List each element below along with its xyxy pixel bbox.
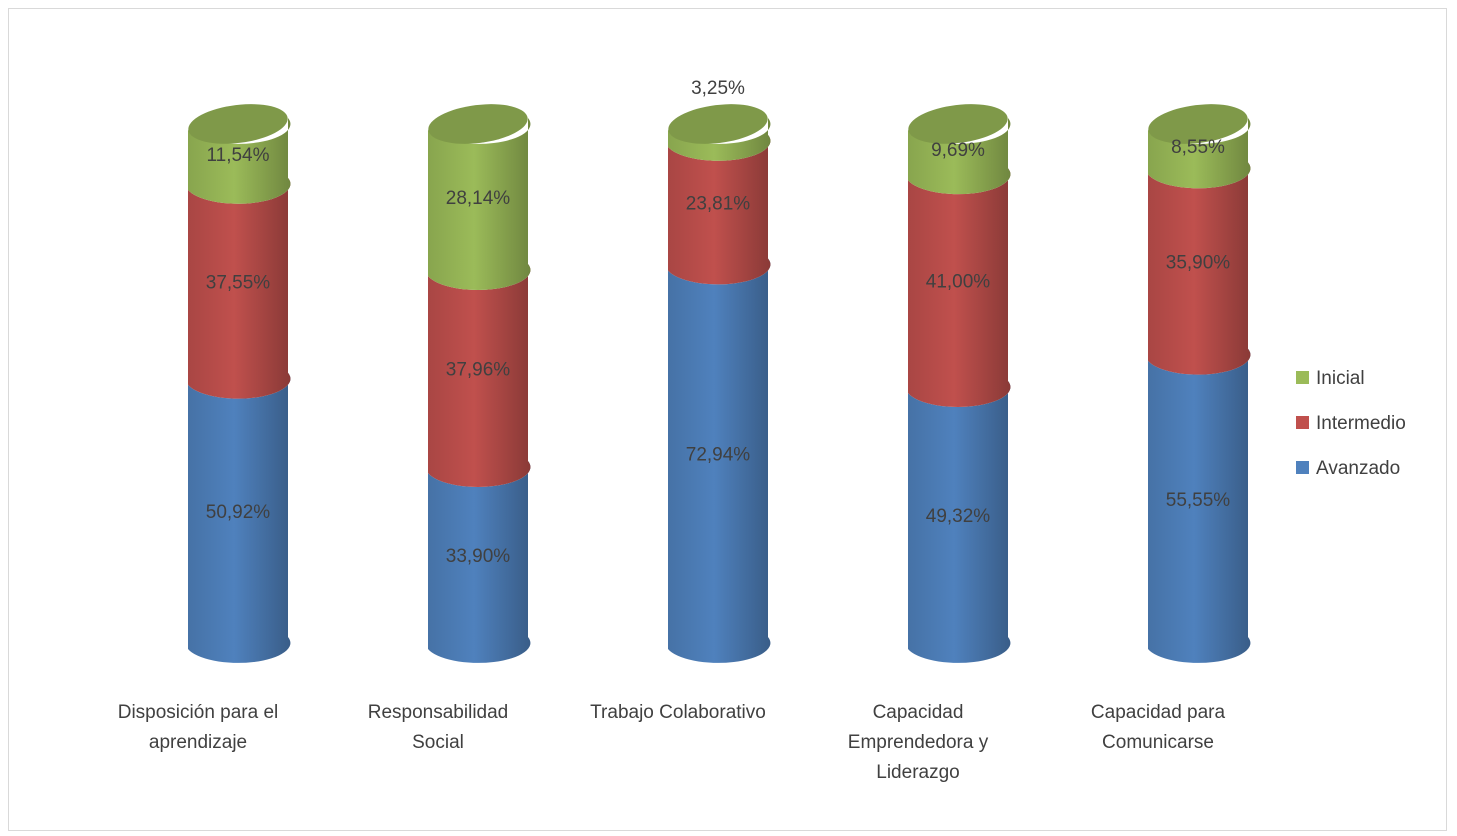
data-labels-layer: 50,92% 37,55% 11,54% 33,90% 37,96% 28,14% 72,9… [206,78,1231,567]
data-label-avanzado-4: 49,32% [926,506,991,527]
category-label-4: Capacidad Emprendedora y Liderazgo [848,702,989,783]
bar-segment-inicial-5 [1148,118,1251,189]
legend-swatch-avanzado [1296,461,1309,474]
bar-segment-inicial-4 [908,117,1011,195]
bar-segment-intermedio-3 [668,134,771,285]
data-label-inicial-1: 11,54% [206,145,269,166]
data-label-intermedio-2: 37,96% [446,360,511,381]
bar-segment-intermedio-2 [428,264,531,487]
data-label-intermedio-1: 37,55% [206,272,271,293]
legend-label-inicial: Inicial [1316,368,1365,389]
bar-top-cap-2 [428,104,528,144]
bar-segment-inicial-2 [428,118,531,290]
bar-segment-intermedio-1 [188,177,291,399]
data-label-inicial-2: 28,14% [446,188,511,209]
data-label-avanzado-5: 55,55% [1166,490,1231,511]
data-label-intermedio-4: 41,00% [926,272,991,293]
bar-segment-avanzado-4 [908,381,1011,663]
bar-top-cap-5 [1148,104,1248,144]
category-label-2: Responsabilidad Social [368,702,509,753]
data-label-avanzado-1: 50,92% [206,502,271,523]
bar-segment-intermedio-5 [1148,162,1251,375]
category-label-3: Trabajo Colaborativo [590,702,766,723]
bar-top-cap-1 [188,104,288,144]
legend: Inicial Intermedio Avanzado [1296,368,1406,479]
bar-segment-inicial-3 [668,118,771,161]
category-label-5: Capacidad para Comunicarse [1091,702,1226,753]
bars-layer [188,104,1251,663]
data-label-inicial-5: 8,55% [1171,137,1225,158]
bar-top-cap-3 [668,104,768,144]
legend-label-intermedio: Intermedio [1316,413,1406,434]
bar-segment-inicial-1 [188,117,291,204]
category-label-1: Disposición para el aprendizaje [118,702,279,753]
bar-segment-avanzado-5 [1148,348,1251,663]
bar-top-cap-4 [908,104,1008,144]
bar-segment-avanzado-1 [188,372,291,663]
data-label-inicial-3: 3,25% [691,78,745,99]
data-label-avanzado-2: 33,90% [446,546,511,567]
data-label-inicial-4: 9,69% [931,140,985,161]
legend-swatch-intermedio [1296,416,1309,429]
bar-segment-avanzado-2 [428,461,531,663]
category-labels-layer: Disposición para el aprendizaje Responsabi… [118,702,1226,783]
bar-segment-avanzado-3 [668,258,771,663]
data-label-intermedio-3: 23,81% [686,194,751,215]
data-label-avanzado-3: 72,94% [686,445,751,466]
bar-segment-intermedio-4 [908,168,1011,407]
legend-label-avanzado: Avanzado [1316,458,1400,479]
data-label-intermedio-5: 35,90% [1166,253,1231,274]
legend-swatch-inicial [1296,371,1309,384]
